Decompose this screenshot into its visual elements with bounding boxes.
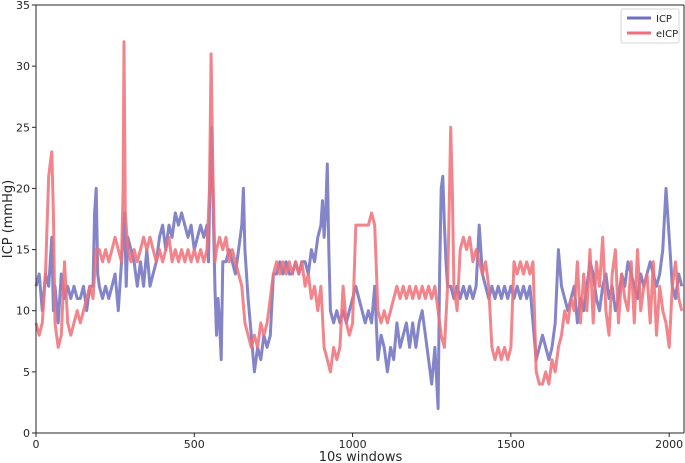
axes-layer: [35, 4, 685, 434]
y-tick-label: 15: [16, 244, 30, 257]
x-tick-label: 0: [33, 438, 40, 451]
legend-label-icp: ICP: [656, 14, 672, 25]
x-tick-label: 2000: [655, 438, 683, 451]
y-tick-label: 10: [16, 305, 30, 318]
y-axis-label: ICP (mmHg): [1, 180, 16, 258]
ticks-layer: 0 500 1000 1500 2000 0 5 10 15 20 25 30 35: [16, 0, 683, 451]
series-layer: [34, 40, 684, 410]
legend: ICP eICP: [620, 8, 680, 44]
series-line-eicp: [34, 40, 684, 386]
y-tick-label: 20: [16, 182, 30, 195]
x-tick-label: 500: [184, 438, 205, 451]
legend-label-eicp: eICP: [656, 29, 678, 40]
x-tick-label: 1000: [339, 438, 367, 451]
y-tick-label: 35: [16, 0, 30, 12]
y-tick-label: 5: [23, 366, 30, 379]
series-line-icp: [34, 125, 684, 410]
x-tick-label: 1500: [497, 438, 525, 451]
y-tick-label: 25: [16, 121, 30, 134]
y-tick-label: 30: [16, 60, 30, 73]
y-tick-label: 0: [23, 427, 30, 440]
x-axis-label: 10s windows: [319, 450, 403, 463]
